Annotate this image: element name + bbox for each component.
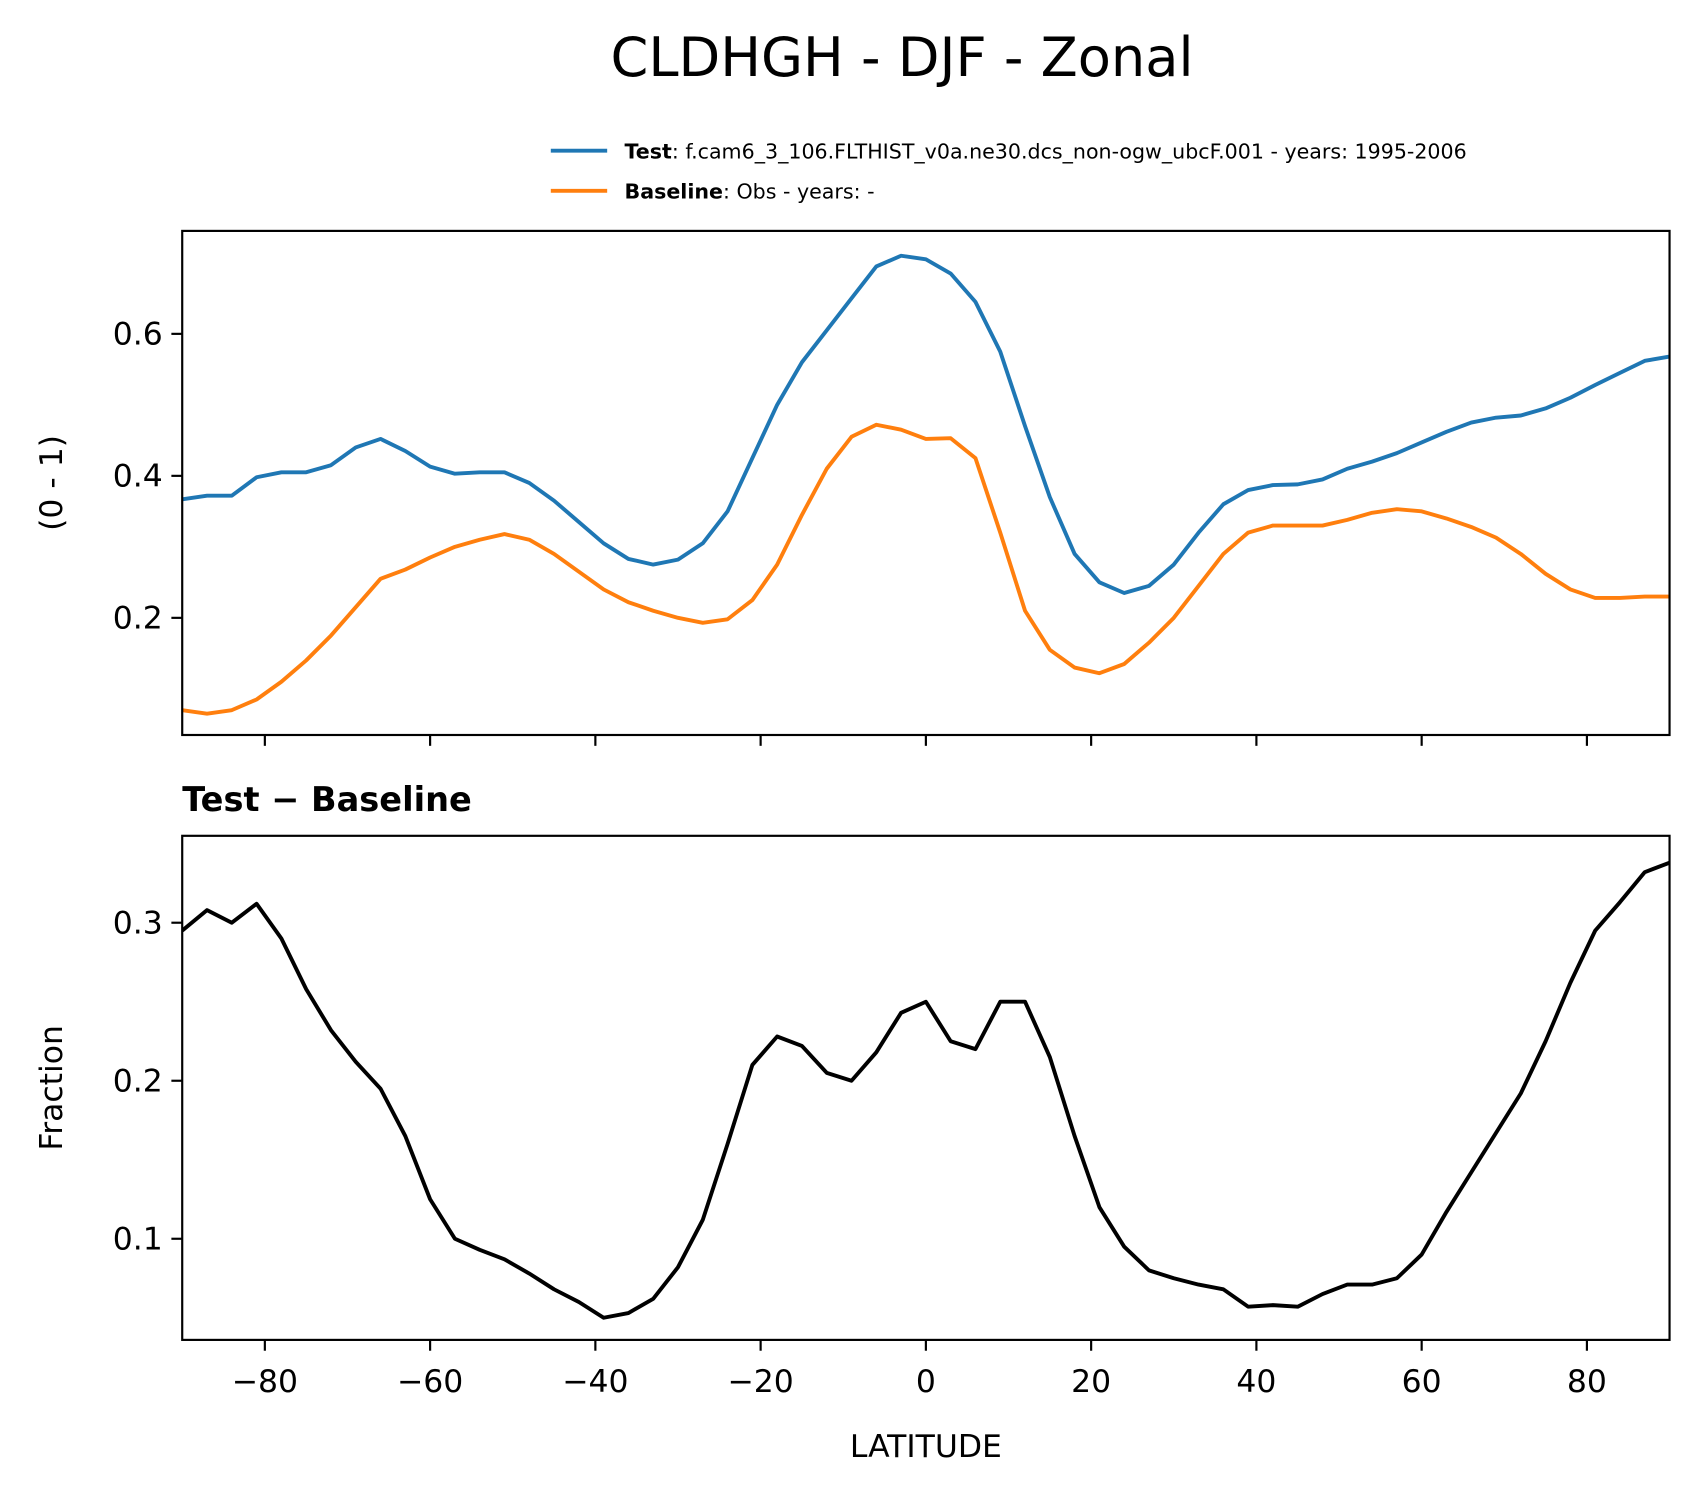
x-tick-label: −60 bbox=[397, 1364, 463, 1400]
x-tick-label: 80 bbox=[1567, 1364, 1607, 1400]
legend-description: : f.cam6_3_106.FLTHIST_v0a.ne30.dcs_non-… bbox=[672, 139, 1467, 164]
legend-label: Test: f.cam6_3_106.FLTHIST_v0a.ne30.dcs_… bbox=[625, 139, 1467, 164]
y-axis-label: Fraction bbox=[34, 1025, 70, 1150]
legend-description: : Obs - years: - bbox=[723, 179, 875, 203]
series-line bbox=[182, 860, 1670, 1320]
axes-title: Test − Baseline bbox=[182, 780, 472, 819]
x-tick-label: 20 bbox=[1071, 1364, 1111, 1400]
legend-name: Test bbox=[625, 139, 673, 163]
x-axis-label: LATITUDE bbox=[850, 1429, 1002, 1465]
legend-name: Baseline bbox=[625, 179, 724, 203]
x-tick-label: −20 bbox=[727, 1364, 793, 1400]
y-tick-label: 0.4 bbox=[113, 459, 163, 495]
y-tick-label: 0.6 bbox=[113, 317, 163, 353]
x-tick-label: −40 bbox=[562, 1364, 628, 1400]
axes-frame bbox=[181, 834, 1671, 1341]
y-tick-label: 0.2 bbox=[113, 601, 163, 637]
series-line bbox=[182, 422, 1670, 716]
y-axis-label: (0 - 1) bbox=[34, 435, 70, 531]
figure-title: CLDHGH - DJF - Zonal bbox=[611, 26, 1194, 89]
y-tick-label: 0.1 bbox=[113, 1222, 163, 1258]
x-tick-label: 0 bbox=[916, 1364, 936, 1400]
axes-frame bbox=[181, 229, 1671, 737]
y-tick-label: 0.3 bbox=[113, 906, 163, 942]
x-tick-label: 40 bbox=[1236, 1364, 1276, 1400]
x-tick-label: 60 bbox=[1402, 1364, 1442, 1400]
y-tick-label: 0.2 bbox=[113, 1064, 163, 1100]
series-line bbox=[182, 253, 1670, 595]
legend-label: Baseline: Obs - years: - bbox=[625, 179, 875, 203]
x-tick-label: −80 bbox=[232, 1364, 298, 1400]
